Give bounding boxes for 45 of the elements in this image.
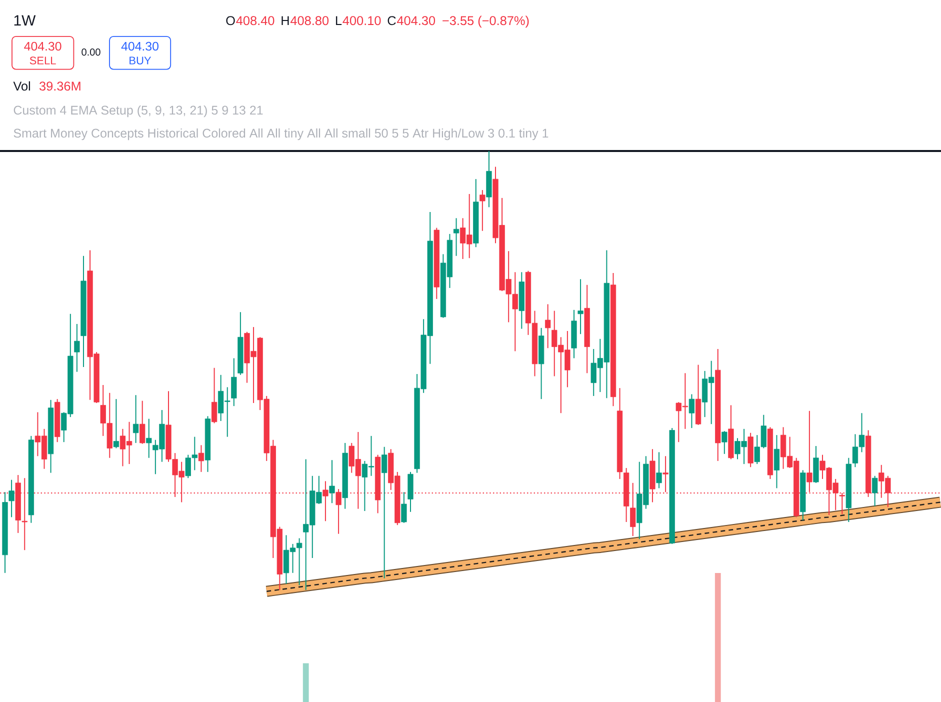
text: 0.00	[82, 48, 100, 56]
candlestick	[774, 434, 780, 489]
candlestick	[545, 304, 551, 349]
text: 404.30	[397, 16, 436, 26]
text: 404.30	[24, 42, 62, 51]
candlestick	[146, 418, 152, 458]
candlestick	[22, 478, 28, 551]
chart-title: 1W	[14, 15, 36, 26]
candlestick	[578, 278, 584, 335]
text: BUY	[130, 56, 152, 64]
candlestick	[231, 358, 237, 407]
text: O	[226, 16, 235, 26]
text: L	[336, 16, 342, 25]
candlestick	[453, 218, 460, 256]
candlestick	[132, 394, 139, 444]
candlestick	[8, 479, 14, 518]
text: H	[282, 16, 289, 25]
candlestick	[480, 190, 486, 232]
text: 400.10	[342, 16, 381, 26]
text: Vol	[13, 81, 30, 91]
text: −3.55 (−0.87%)	[442, 16, 529, 28]
text: C	[388, 16, 396, 26]
candlestick	[74, 323, 80, 372]
candlestick	[322, 480, 328, 522]
text: Custom 4 EMA Setup (5, 9, 13, 21) 5 9 13 21	[14, 105, 263, 118]
candlestick	[382, 446, 388, 579]
text: SELL	[30, 56, 56, 64]
candlestick	[688, 394, 695, 429]
text: 408.40	[236, 16, 274, 26]
candlestick	[336, 488, 342, 534]
candlestick	[630, 482, 636, 537]
candlestick	[656, 452, 662, 489]
candlestick	[211, 367, 218, 424]
candlestick	[401, 492, 407, 524]
candlestick	[140, 400, 146, 444]
candlestick	[872, 475, 878, 507]
text: 404.30	[121, 42, 158, 51]
text: 408.80	[290, 16, 329, 26]
candlestick	[722, 430, 728, 454]
candlestick	[662, 456, 668, 493]
text: Smart Money Concepts Historical Colored All All tiny All All small 50 5 5 Atr High/Low 3 0.1 tiny 1	[14, 128, 548, 140]
candlestick	[198, 444, 204, 472]
candlestick	[113, 398, 119, 449]
text: 39.36M	[39, 82, 80, 91]
candlestick	[329, 460, 335, 504]
